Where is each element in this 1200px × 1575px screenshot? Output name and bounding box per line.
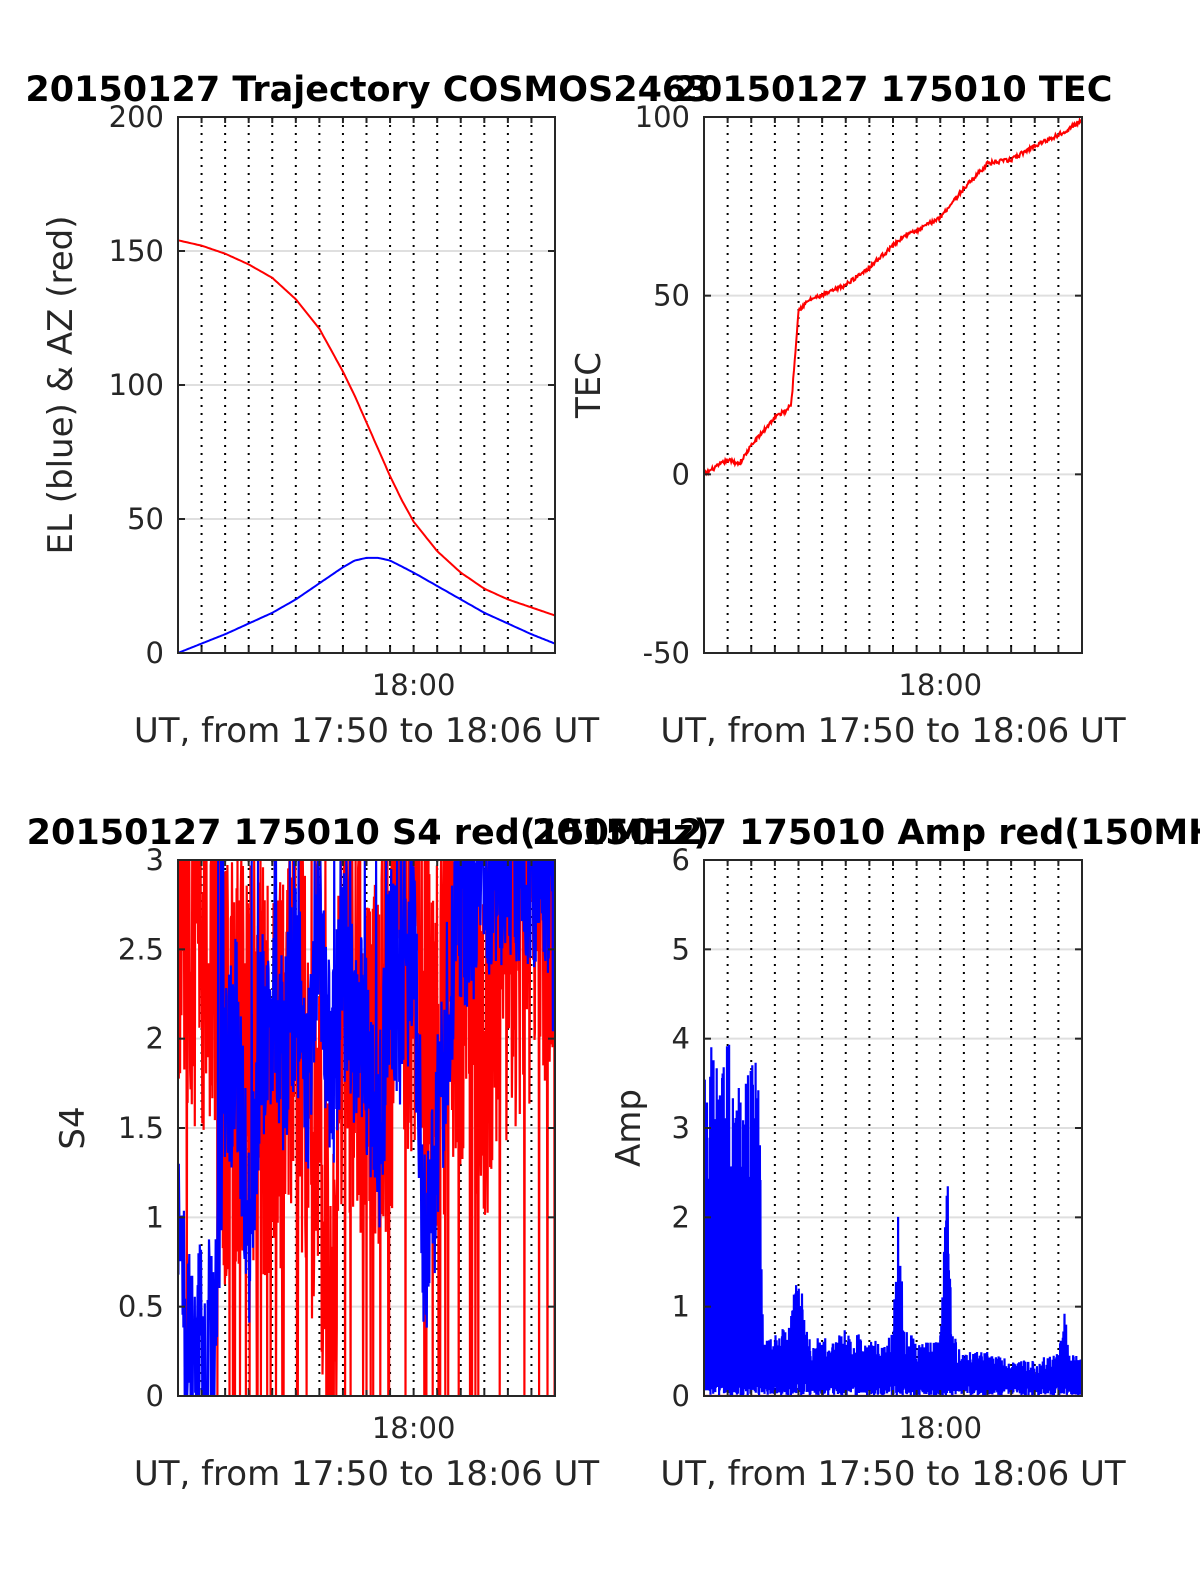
series-line-0 — [178, 860, 555, 1396]
y-axis-label: TEC — [569, 352, 609, 419]
chart-title: 20150127 Trajectory COSMOS2463 — [25, 70, 710, 110]
y-axis-label: Amp — [609, 1089, 649, 1167]
series-line-0 — [704, 117, 1082, 477]
y-tick-label: 1.5 — [118, 1111, 164, 1145]
y-tick-label: 0 — [672, 457, 690, 491]
y-tick-label: 50 — [127, 502, 164, 536]
y-tick-label: 200 — [109, 100, 164, 134]
y-tick-label: 2.5 — [118, 932, 164, 966]
y-tick-label: 150 — [109, 234, 164, 268]
y-tick-label: 0 — [672, 1379, 690, 1413]
x-tick-label: 18:00 — [898, 668, 982, 702]
y-tick-label: 1 — [146, 1200, 164, 1234]
panel-s4: 0 0.5 1 1.5 2 2.5 3 18:00 UT, from 17:50 to 18:0… — [27, 813, 710, 1494]
y-axis-label: S4 — [53, 1106, 93, 1149]
y-tick-label: 0 — [146, 636, 164, 670]
y-tick-label: 3 — [146, 843, 164, 877]
chart-title: 20150127 175010 TEC — [674, 70, 1113, 110]
y-tick-label: 1 — [672, 1290, 690, 1324]
y-tick-label: 4 — [672, 1022, 690, 1056]
y-tick-label: 6 — [672, 843, 690, 877]
y-tick-label: 3 — [672, 1111, 690, 1145]
x-axis-label: UT, from 17:50 to 18:06 UT — [660, 711, 1126, 751]
y-tick-label: 2 — [146, 1022, 164, 1056]
y-tick-label: 100 — [635, 100, 690, 134]
x-tick-label: 18:00 — [372, 1411, 456, 1445]
x-axis-label: UT, from 17:50 to 18:06 UT — [134, 711, 600, 751]
series-line-1 — [178, 860, 555, 1396]
x-tick-label: 18:00 — [372, 668, 456, 702]
series-line-0 — [178, 239, 555, 617]
y-axis-label: EL (blue) & AZ (red) — [41, 215, 81, 554]
y-tick-label: 2 — [672, 1200, 690, 1234]
y-tick-label: 0 — [146, 1379, 164, 1413]
y-tick-label: 5 — [672, 932, 690, 966]
y-tick-label: 0.5 — [118, 1290, 164, 1324]
panel-amp: 0 1 2 3 4 5 6 18:00 UT, from 17:50 to 18:06 UT Am… — [532, 813, 1200, 1494]
chart-title: 20150127 175010 S4 red(150MHz) — [27, 813, 710, 853]
chart-title: 20150127 175010 Amp red(150MHz) — [532, 813, 1200, 853]
y-tick-label: 100 — [109, 368, 164, 402]
series-line-1 — [178, 556, 555, 653]
panel-tec: -50 0 50 100 18:00 UT, from 17:50 to 18:06 UT… — [569, 70, 1126, 751]
x-axis-label: UT, from 17:50 to 18:06 UT — [660, 1454, 1126, 1494]
x-tick-label: 18:00 — [898, 1411, 982, 1445]
x-axis-label: UT, from 17:50 to 18:06 UT — [134, 1454, 600, 1494]
panel-trajectory: 0 50 100 150 200 18:00 UT, from 17:50 to 18:06… — [25, 70, 710, 751]
y-tick-label: -50 — [643, 636, 690, 670]
y-tick-label: 50 — [653, 279, 690, 313]
